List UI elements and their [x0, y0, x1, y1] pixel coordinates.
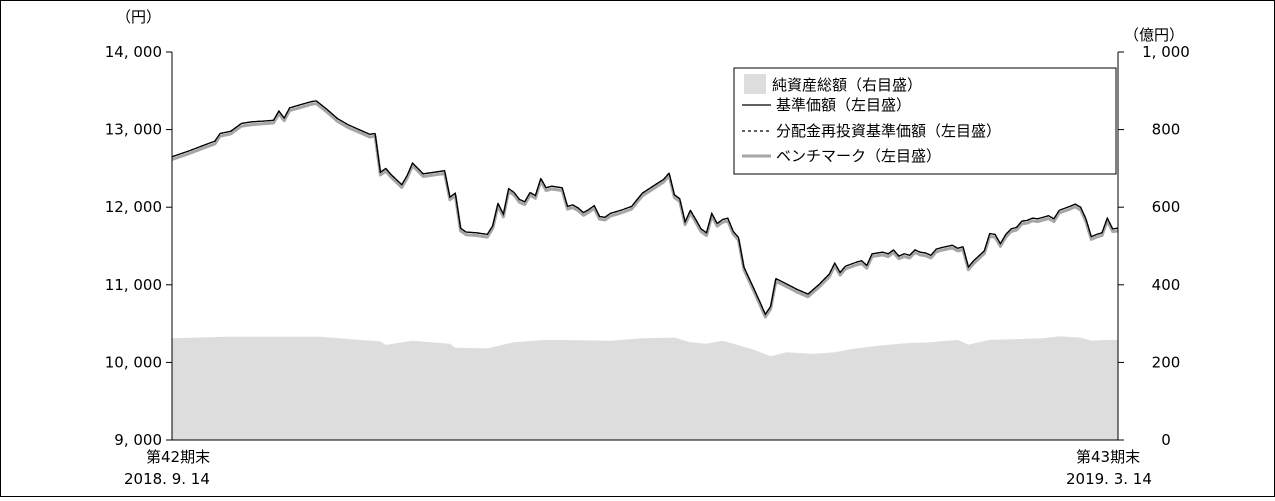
left-tick-label: 11, 000 — [105, 276, 162, 294]
legend-box — [733, 67, 1117, 175]
right-tick-label: 600 — [1152, 198, 1181, 216]
left-tick-label: 14, 000 — [105, 43, 162, 61]
series-nav-line — [171, 100, 1119, 315]
x-start-label-1: 第42期末 — [146, 448, 210, 466]
right-axis-ticks: 0 200 400 600 800 1, 000 — [1118, 43, 1190, 449]
left-tick-label: 13, 000 — [105, 121, 162, 139]
right-tick-label: 200 — [1152, 353, 1181, 371]
series-net-assets-area — [172, 336, 1118, 440]
left-tick-label: 12, 000 — [105, 198, 162, 216]
right-tick-label: 400 — [1152, 276, 1181, 294]
plot-frame — [171, 52, 1119, 441]
net-assets-area-layer — [172, 336, 1118, 440]
left-axis-unit: （円） — [116, 8, 161, 26]
x-end-label-2: 2019. 3. 14 — [1066, 470, 1152, 488]
legend-swatch-net-assets — [744, 74, 766, 94]
line-layer — [171, 100, 1119, 319]
right-tick-label: 800 — [1152, 121, 1181, 139]
right-axis-unit: （億円） — [1124, 26, 1184, 44]
left-tick-label: 10, 000 — [105, 353, 162, 371]
x-start-label-2: 2018. 9. 14 — [124, 470, 210, 488]
right-tick-label: 1, 000 — [1142, 43, 1190, 61]
x-end-label-1: 第43期末 — [1076, 448, 1140, 466]
right-tick-label: 0 — [1161, 431, 1171, 449]
series-benchmark-line — [171, 102, 1119, 319]
left-axis-ticks: 9, 000 10, 000 11, 000 12, 000 13, 000 14, 00… — [105, 43, 172, 449]
legend-label-net-assets: 純資産総額（右目盛） — [772, 76, 922, 94]
legend-label-benchmark: ベンチマーク（左目盛） — [776, 147, 941, 165]
left-tick-label: 9, 000 — [114, 431, 162, 449]
legend-label-nav: 基準価額（左目盛） — [776, 96, 911, 114]
legend: 純資産総額（右目盛） 基準価額（左目盛） 分配金再投資基準価額（左目盛） ベンチ… — [733, 67, 1117, 175]
legend-label-nav-reinvested: 分配金再投資基準価額（左目盛） — [776, 122, 1001, 140]
